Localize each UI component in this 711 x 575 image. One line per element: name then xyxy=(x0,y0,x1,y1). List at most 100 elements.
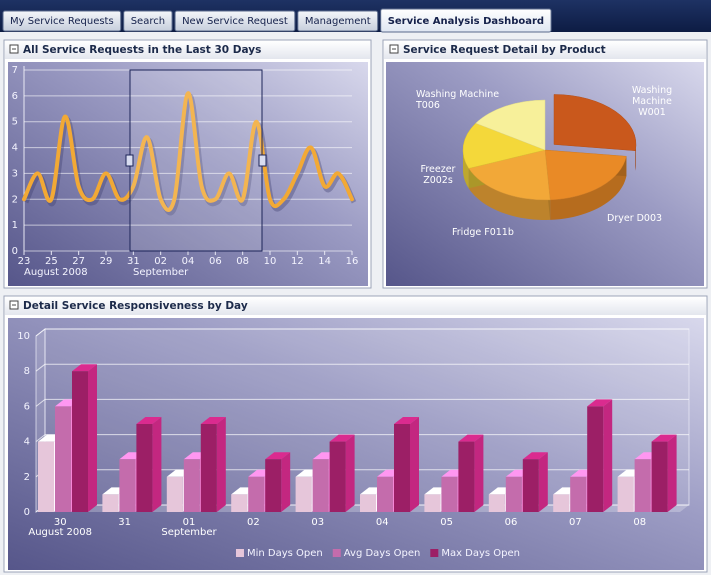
slice xyxy=(468,149,551,201)
line xyxy=(22,91,354,212)
slice-side xyxy=(468,168,551,220)
y-tick-label: 7 xyxy=(12,65,18,76)
legend-label: Avg Days Open xyxy=(344,548,421,559)
bar-side xyxy=(603,399,613,512)
x-tick-label: 06 xyxy=(505,517,518,528)
bar xyxy=(329,441,346,512)
bar xyxy=(360,494,376,512)
bar-top xyxy=(394,417,419,424)
bar xyxy=(488,494,505,512)
tabs: My Service Requests Search New Service Req… xyxy=(2,8,552,33)
bar xyxy=(634,459,651,512)
grid-line-side xyxy=(35,328,46,337)
x-tick-label: 03 xyxy=(311,517,324,528)
tab[interactable] xyxy=(380,8,552,33)
y-tick-label: 0 xyxy=(24,507,30,518)
bar-top xyxy=(200,417,226,424)
x-tick-label: 06 xyxy=(209,256,222,267)
slice-label: Freezer Z002s xyxy=(420,164,456,186)
bar xyxy=(136,424,153,512)
bar xyxy=(265,459,282,512)
bar xyxy=(553,494,570,512)
tab[interactable] xyxy=(123,10,173,32)
slice-label-box: Freezer Z002s xyxy=(420,164,456,186)
y-tick-label: 5 xyxy=(12,117,18,128)
slice-label: Washing Machine T006 xyxy=(416,89,500,111)
tab[interactable] xyxy=(297,10,379,32)
y-tick-label: 10 xyxy=(17,331,30,342)
slice xyxy=(475,99,546,151)
bar-side xyxy=(538,452,548,512)
bar-side xyxy=(281,452,291,512)
legend-label: Max Days Open xyxy=(441,548,520,559)
x-tick-label: 01 xyxy=(183,517,196,528)
bar-top xyxy=(522,452,548,460)
x-tick-label: 31 xyxy=(127,256,140,267)
tab[interactable] xyxy=(2,10,122,32)
tab-label: My Service Requests xyxy=(10,16,114,27)
x-tick-label: 25 xyxy=(45,256,58,267)
bar xyxy=(505,476,522,512)
selection-window[interactable] xyxy=(129,69,263,252)
bar xyxy=(38,441,54,512)
panel: All Service Requests in the Last 30 Days xyxy=(3,39,372,289)
bar xyxy=(102,494,119,512)
panel-header xyxy=(5,297,706,315)
panel: Service Request Detail by Product xyxy=(382,39,708,289)
legend: Min Days Open Avg Days Open Max Days Open xyxy=(235,548,520,559)
x-tick-label: 10 xyxy=(264,256,277,267)
x-tick-label: 07 xyxy=(569,517,582,528)
panel-header xyxy=(384,41,706,59)
bar-top xyxy=(329,434,355,442)
y-tick-label: 4 xyxy=(12,143,18,154)
bar-side xyxy=(152,417,162,512)
x-tick-label: 08 xyxy=(633,517,646,528)
slice-label: Washing Machine W001 xyxy=(631,85,673,118)
slice-label-box: Washing Machine T006 xyxy=(416,89,500,111)
y-tick-label: 6 xyxy=(12,91,18,102)
bar-top xyxy=(587,399,613,407)
bar-side xyxy=(216,417,226,512)
bar xyxy=(248,476,265,512)
x-tick-label: 04 xyxy=(182,256,195,267)
tab-label: New Service Request xyxy=(182,16,288,27)
grid-line-side xyxy=(35,399,46,407)
bar xyxy=(183,459,200,512)
x-tick-label: 02 xyxy=(154,256,167,267)
x-tick-label: 08 xyxy=(236,256,249,267)
x-period-label: August 2008 xyxy=(24,267,88,278)
grid-line-side xyxy=(35,363,46,372)
panel-title: All Service Requests in the Last 30 Days xyxy=(23,44,261,56)
tab[interactable] xyxy=(174,10,296,32)
panel-header xyxy=(5,41,370,59)
x-tick-label: 02 xyxy=(247,517,260,528)
selection-handle[interactable] xyxy=(125,154,134,167)
bar-top xyxy=(265,452,291,460)
slice-label-box: Fridge F011b xyxy=(452,227,514,238)
selection-handle[interactable] xyxy=(258,154,267,167)
y-tick-label: 4 xyxy=(24,437,30,448)
grid-line-side xyxy=(35,434,46,442)
legend-swatch xyxy=(235,549,244,557)
slice-side xyxy=(635,144,637,171)
x-tick-label: 30 xyxy=(54,517,67,528)
slice-label-box: Dryer D003 xyxy=(607,213,662,224)
x-tick-label: 31 xyxy=(118,517,131,528)
bar xyxy=(394,424,410,512)
bar-side xyxy=(88,364,97,512)
x-tick-label: 16 xyxy=(346,256,359,267)
bar xyxy=(119,459,136,512)
bar xyxy=(424,494,441,512)
x-tick-label: 29 xyxy=(100,256,113,267)
bar-side xyxy=(474,434,484,512)
tab-label: Service Analysis Dashboard xyxy=(388,16,544,27)
bar-side xyxy=(410,417,419,512)
legend-swatch xyxy=(332,549,341,557)
pie-chart: Washing Machine W001 Dryer D003 Fridge F01… xyxy=(416,85,673,238)
slice xyxy=(544,149,627,201)
slice-side xyxy=(550,156,627,220)
x-period-label: September xyxy=(133,267,189,278)
x-period-label: August 2008 xyxy=(28,527,92,538)
